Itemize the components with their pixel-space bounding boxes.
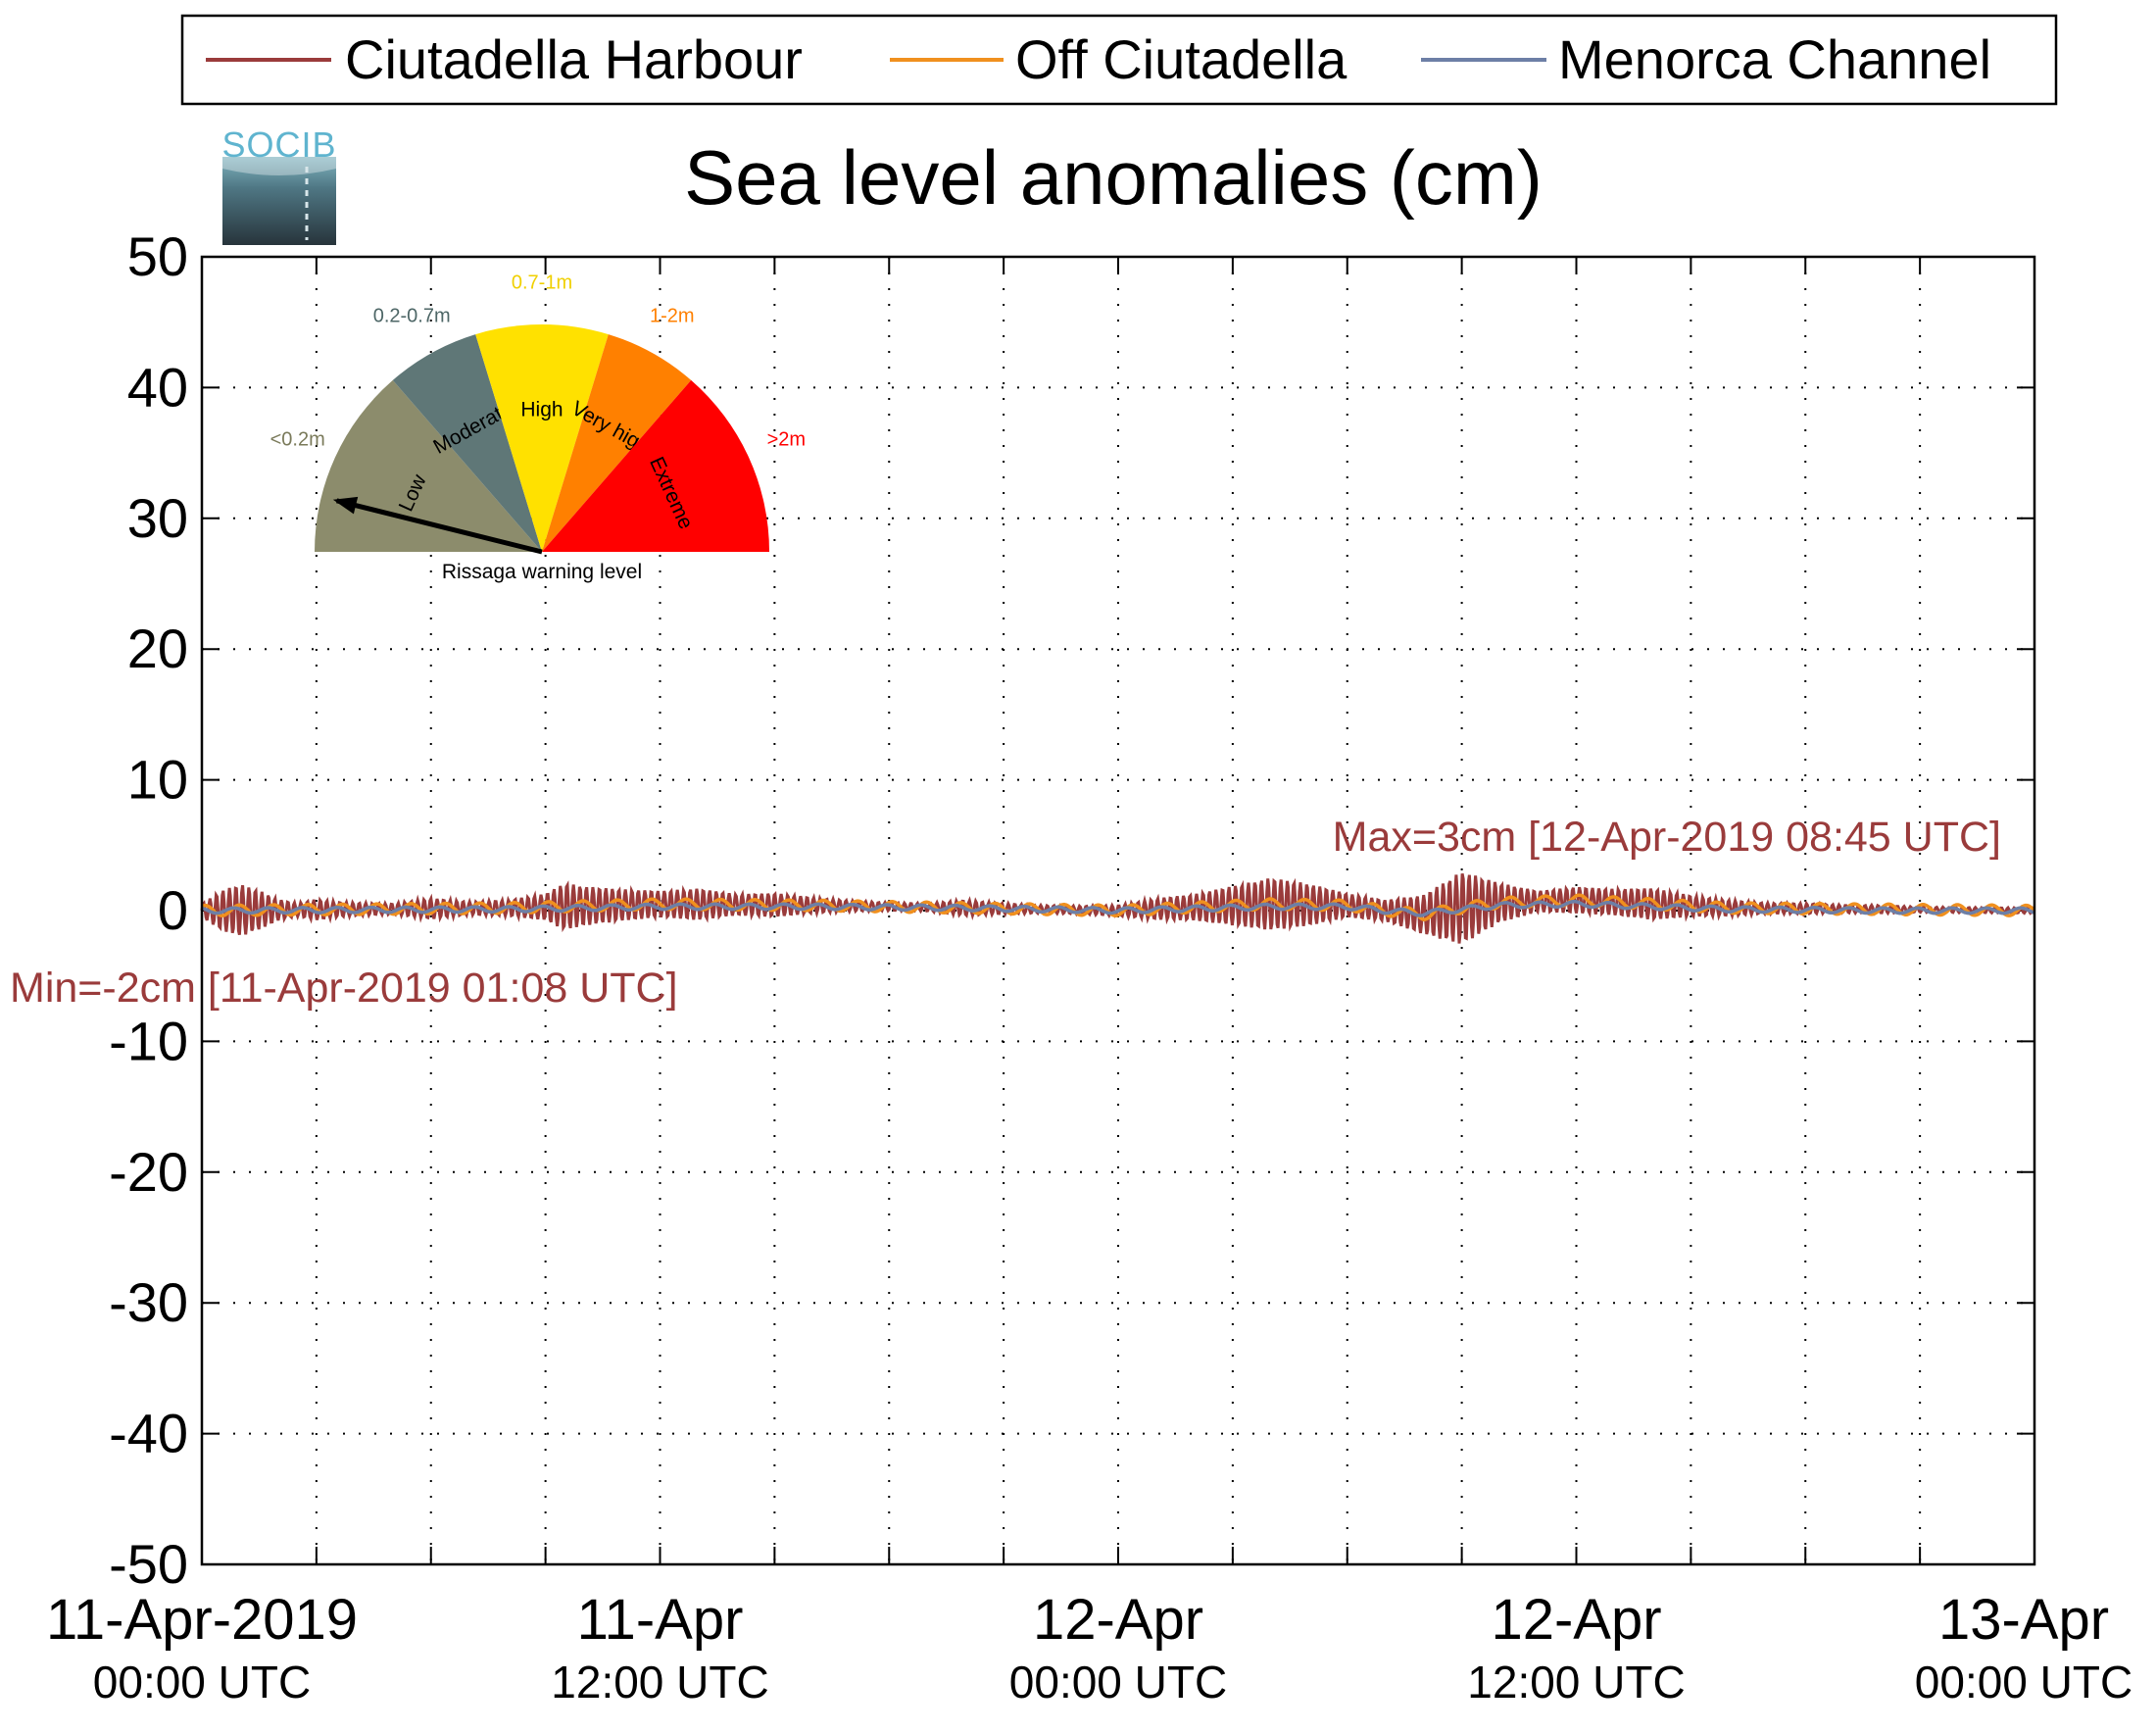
min-annotation: Min=-2cm [11-Apr-2019 01:08 UTC] (10, 965, 678, 1012)
gauge-range-label: 0.7-1m (512, 272, 572, 293)
x-tick-label-time: 12:00 UTC (551, 1657, 768, 1707)
y-tick-labels: 50 40 30 20 10 0 -10 -20 -30 -40 -50 (109, 225, 188, 1595)
gauge-range-label: 0.2-0.7m (373, 306, 451, 327)
y-tick-label: 20 (127, 618, 188, 679)
legend-label-off-ciutadella: Off Ciutadella (1015, 28, 1348, 90)
gauge-range-label: 1-2m (650, 306, 695, 327)
gauge-range-label: <0.2m (270, 429, 325, 451)
max-annotation: Max=3cm [12-Apr-2019 08:45 UTC] (1333, 814, 2001, 861)
x-tick-label-time: 00:00 UTC (93, 1657, 311, 1707)
chart-title: Sea level anomalies (cm) (684, 134, 1543, 221)
gauge-sector-extreme (542, 379, 769, 552)
y-tick-label: -20 (109, 1141, 188, 1203)
x-tick-label-time: 00:00 UTC (1009, 1657, 1227, 1707)
logo-text: SOCIB (221, 124, 336, 165)
y-tick-label: -50 (109, 1533, 188, 1595)
y-tick-label: -30 (109, 1271, 188, 1333)
x-tick-label-date: 13-Apr (1938, 1588, 2109, 1652)
series-line-menorca-channel (201, 899, 2035, 917)
legend-label-ciutadella-harbour: Ciutadella Harbour (345, 28, 803, 90)
y-tick-label: 50 (127, 225, 188, 287)
y-tick-label: -10 (109, 1010, 188, 1071)
y-tick-label: 40 (127, 356, 188, 418)
gauge-sector-very-high (542, 334, 692, 552)
x-tick-label-date: 12-Apr (1033, 1588, 1203, 1652)
y-tick-label: 10 (127, 749, 188, 811)
x-tick-label-date: 11-Apr-2019 (46, 1588, 358, 1652)
x-tick-label-time: 12:00 UTC (1467, 1657, 1685, 1707)
gauge-needle-head (332, 496, 359, 515)
socib-logo: SOCIB (221, 124, 336, 245)
gauge-sector-moderate (392, 334, 542, 552)
y-tick-label: 0 (158, 879, 188, 941)
gauge-range-label: >2m (767, 429, 806, 451)
x-tick-label-time: 00:00 UTC (1915, 1657, 2132, 1707)
x-tick-label-date: 12-Apr (1491, 1588, 1661, 1652)
gauge-needle (335, 498, 543, 555)
gauge-sector-high (475, 323, 609, 552)
data-series (200, 873, 2036, 944)
legend-label-menorca-channel: Menorca Channel (1558, 28, 1991, 90)
gauge-sector-label: High (520, 399, 563, 421)
x-tick-label-date: 11-Apr (577, 1588, 744, 1652)
gauge-caption: Rissaga warning level (442, 561, 642, 583)
y-tick-label: 30 (127, 487, 188, 549)
legend: Ciutadella Harbour Off Ciutadella Menorc… (180, 14, 2058, 106)
y-tick-label: -40 (109, 1403, 188, 1464)
